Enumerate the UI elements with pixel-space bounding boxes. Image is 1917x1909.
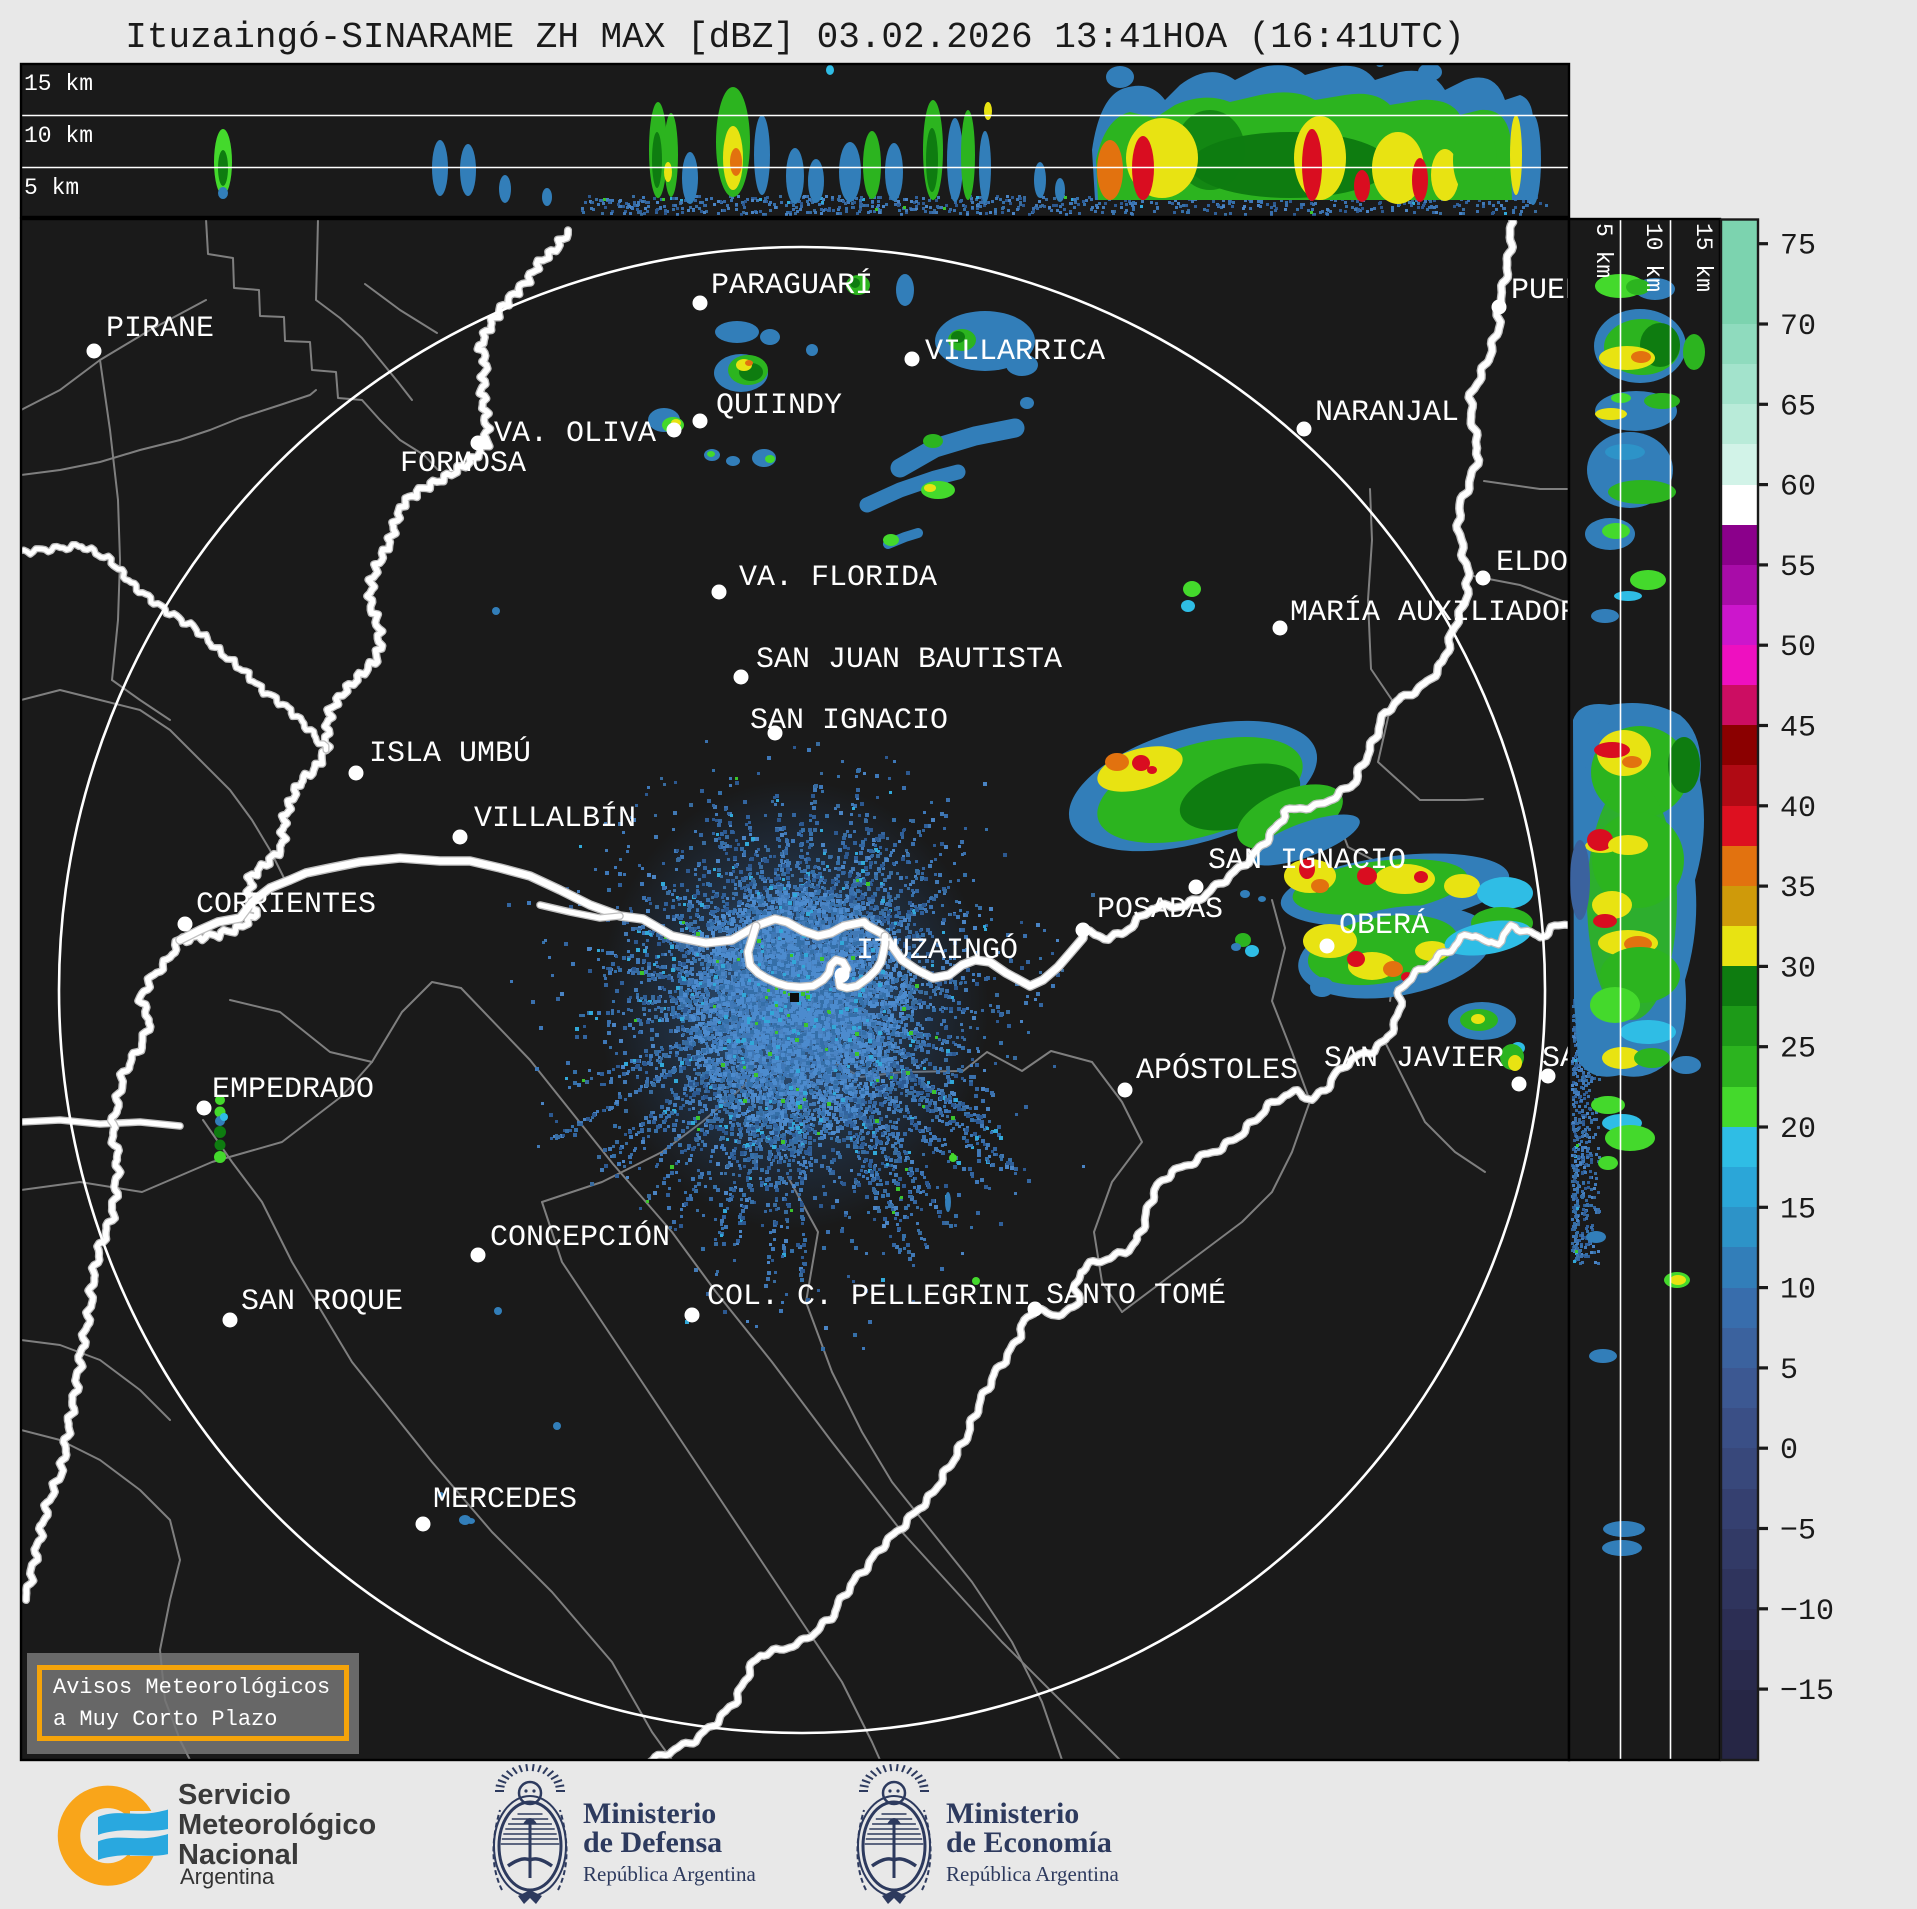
svg-text:CONCEPCIÓN: CONCEPCIÓN <box>490 1220 670 1255</box>
svg-text:50: 50 <box>1780 631 1816 665</box>
svg-text:−5: −5 <box>1780 1515 1816 1549</box>
svg-text:SAN ROQUE: SAN ROQUE <box>241 1285 403 1319</box>
svg-text:70: 70 <box>1780 310 1816 344</box>
svg-text:55: 55 <box>1780 551 1816 585</box>
svg-text:45: 45 <box>1780 712 1816 746</box>
svg-text:15: 15 <box>1780 1193 1816 1227</box>
svg-text:NARANJAL: NARANJAL <box>1315 396 1459 430</box>
svg-text:SAN IGNACIO: SAN IGNACIO <box>1208 844 1406 878</box>
svg-text:ISLA UMBÚ: ISLA UMBÚ <box>369 736 531 771</box>
svg-text:ELDORADO: ELDORADO <box>1496 546 1640 580</box>
svg-text:−15: −15 <box>1780 1675 1834 1709</box>
svg-text:5 km: 5 km <box>1590 223 1616 278</box>
svg-text:POSADAS: POSADAS <box>1097 893 1223 927</box>
svg-text:60: 60 <box>1780 471 1816 505</box>
svg-text:10 km: 10 km <box>1640 223 1666 292</box>
svg-text:MARÍA AUXILIADORA: MARÍA AUXILIADORA <box>1290 595 1596 630</box>
svg-text:SAN: SAN <box>1542 1042 1596 1076</box>
svg-text:EMPEDRADO: EMPEDRADO <box>212 1073 374 1107</box>
svg-text:PIRANE: PIRANE <box>106 312 214 346</box>
svg-text:OBERÁ: OBERÁ <box>1339 908 1429 943</box>
svg-text:VILLARRICA: VILLARRICA <box>925 335 1105 369</box>
svg-text:5 km: 5 km <box>24 175 79 201</box>
svg-text:5: 5 <box>1780 1354 1798 1388</box>
svg-text:PARAGUARÍ: PARAGUARÍ <box>711 268 873 303</box>
svg-text:ITUZAINGÓ: ITUZAINGÓ <box>856 933 1018 968</box>
svg-text:VA. OLIVA: VA. OLIVA <box>494 417 656 451</box>
svg-text:SAN IGNACIO: SAN IGNACIO <box>750 704 948 738</box>
svg-text:40: 40 <box>1780 792 1816 826</box>
svg-text:SANTO TOMÉ: SANTO TOMÉ <box>1046 1278 1226 1313</box>
svg-text:15 km: 15 km <box>1690 223 1716 292</box>
svg-text:20: 20 <box>1780 1113 1816 1147</box>
svg-text:−10: −10 <box>1780 1595 1834 1629</box>
svg-text:0: 0 <box>1780 1434 1798 1468</box>
svg-text:VA. FLORIDA: VA. FLORIDA <box>739 561 937 595</box>
svg-text:25: 25 <box>1780 1033 1816 1067</box>
svg-text:35: 35 <box>1780 872 1816 906</box>
svg-text:75: 75 <box>1780 230 1816 264</box>
svg-text:CORRIENTES: CORRIENTES <box>196 888 376 922</box>
svg-text:10: 10 <box>1780 1274 1816 1308</box>
svg-text:SAN JAVIER: SAN JAVIER <box>1324 1042 1504 1076</box>
svg-text:10 km: 10 km <box>24 123 93 149</box>
svg-text:FORMOSA: FORMOSA <box>400 447 526 481</box>
svg-text:65: 65 <box>1780 390 1816 424</box>
svg-text:COL. C. PELLEGRINI: COL. C. PELLEGRINI <box>707 1280 1031 1314</box>
svg-text:VILLALBÍN: VILLALBÍN <box>474 801 636 836</box>
svg-text:MERCEDES: MERCEDES <box>433 1483 577 1517</box>
svg-text:15 km: 15 km <box>24 71 93 97</box>
svg-text:SAN JUAN BAUTISTA: SAN JUAN BAUTISTA <box>756 643 1062 677</box>
svg-text:QUIINDY: QUIINDY <box>716 389 842 423</box>
svg-text:APÓSTOLES: APÓSTOLES <box>1136 1053 1298 1088</box>
svg-text:PUERTO RICO: PUERTO RICO <box>1511 274 1709 308</box>
svg-text:30: 30 <box>1780 952 1816 986</box>
